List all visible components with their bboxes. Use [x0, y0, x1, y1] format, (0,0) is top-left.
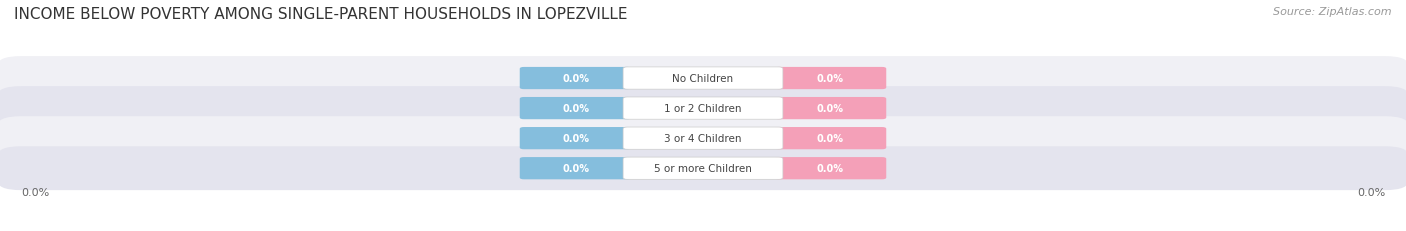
- FancyBboxPatch shape: [520, 157, 631, 179]
- FancyBboxPatch shape: [0, 117, 1406, 160]
- Text: 0.0%: 0.0%: [562, 134, 589, 143]
- FancyBboxPatch shape: [520, 97, 631, 120]
- FancyBboxPatch shape: [775, 97, 886, 120]
- Text: 3 or 4 Children: 3 or 4 Children: [664, 134, 742, 143]
- FancyBboxPatch shape: [0, 147, 1406, 190]
- FancyBboxPatch shape: [623, 97, 783, 120]
- FancyBboxPatch shape: [775, 68, 886, 90]
- FancyBboxPatch shape: [775, 157, 886, 179]
- Text: INCOME BELOW POVERTY AMONG SINGLE-PARENT HOUSEHOLDS IN LOPEZVILLE: INCOME BELOW POVERTY AMONG SINGLE-PARENT…: [14, 7, 627, 22]
- FancyBboxPatch shape: [0, 57, 1406, 100]
- FancyBboxPatch shape: [0, 87, 1406, 131]
- Text: 0.0%: 0.0%: [817, 134, 844, 143]
- Text: 0.0%: 0.0%: [817, 104, 844, 114]
- FancyBboxPatch shape: [623, 68, 783, 90]
- FancyBboxPatch shape: [775, 128, 886, 150]
- Text: 5 or more Children: 5 or more Children: [654, 164, 752, 173]
- Text: 0.0%: 0.0%: [562, 164, 589, 173]
- Text: 1 or 2 Children: 1 or 2 Children: [664, 104, 742, 114]
- FancyBboxPatch shape: [623, 157, 783, 179]
- Text: 0.0%: 0.0%: [817, 164, 844, 173]
- FancyBboxPatch shape: [623, 128, 783, 150]
- Text: 0.0%: 0.0%: [1357, 187, 1385, 197]
- Text: 0.0%: 0.0%: [817, 74, 844, 84]
- FancyBboxPatch shape: [520, 128, 631, 150]
- FancyBboxPatch shape: [520, 68, 631, 90]
- Text: Source: ZipAtlas.com: Source: ZipAtlas.com: [1274, 7, 1392, 17]
- Text: No Children: No Children: [672, 74, 734, 84]
- Text: 0.0%: 0.0%: [562, 74, 589, 84]
- Text: 0.0%: 0.0%: [562, 104, 589, 114]
- Text: 0.0%: 0.0%: [21, 187, 49, 197]
